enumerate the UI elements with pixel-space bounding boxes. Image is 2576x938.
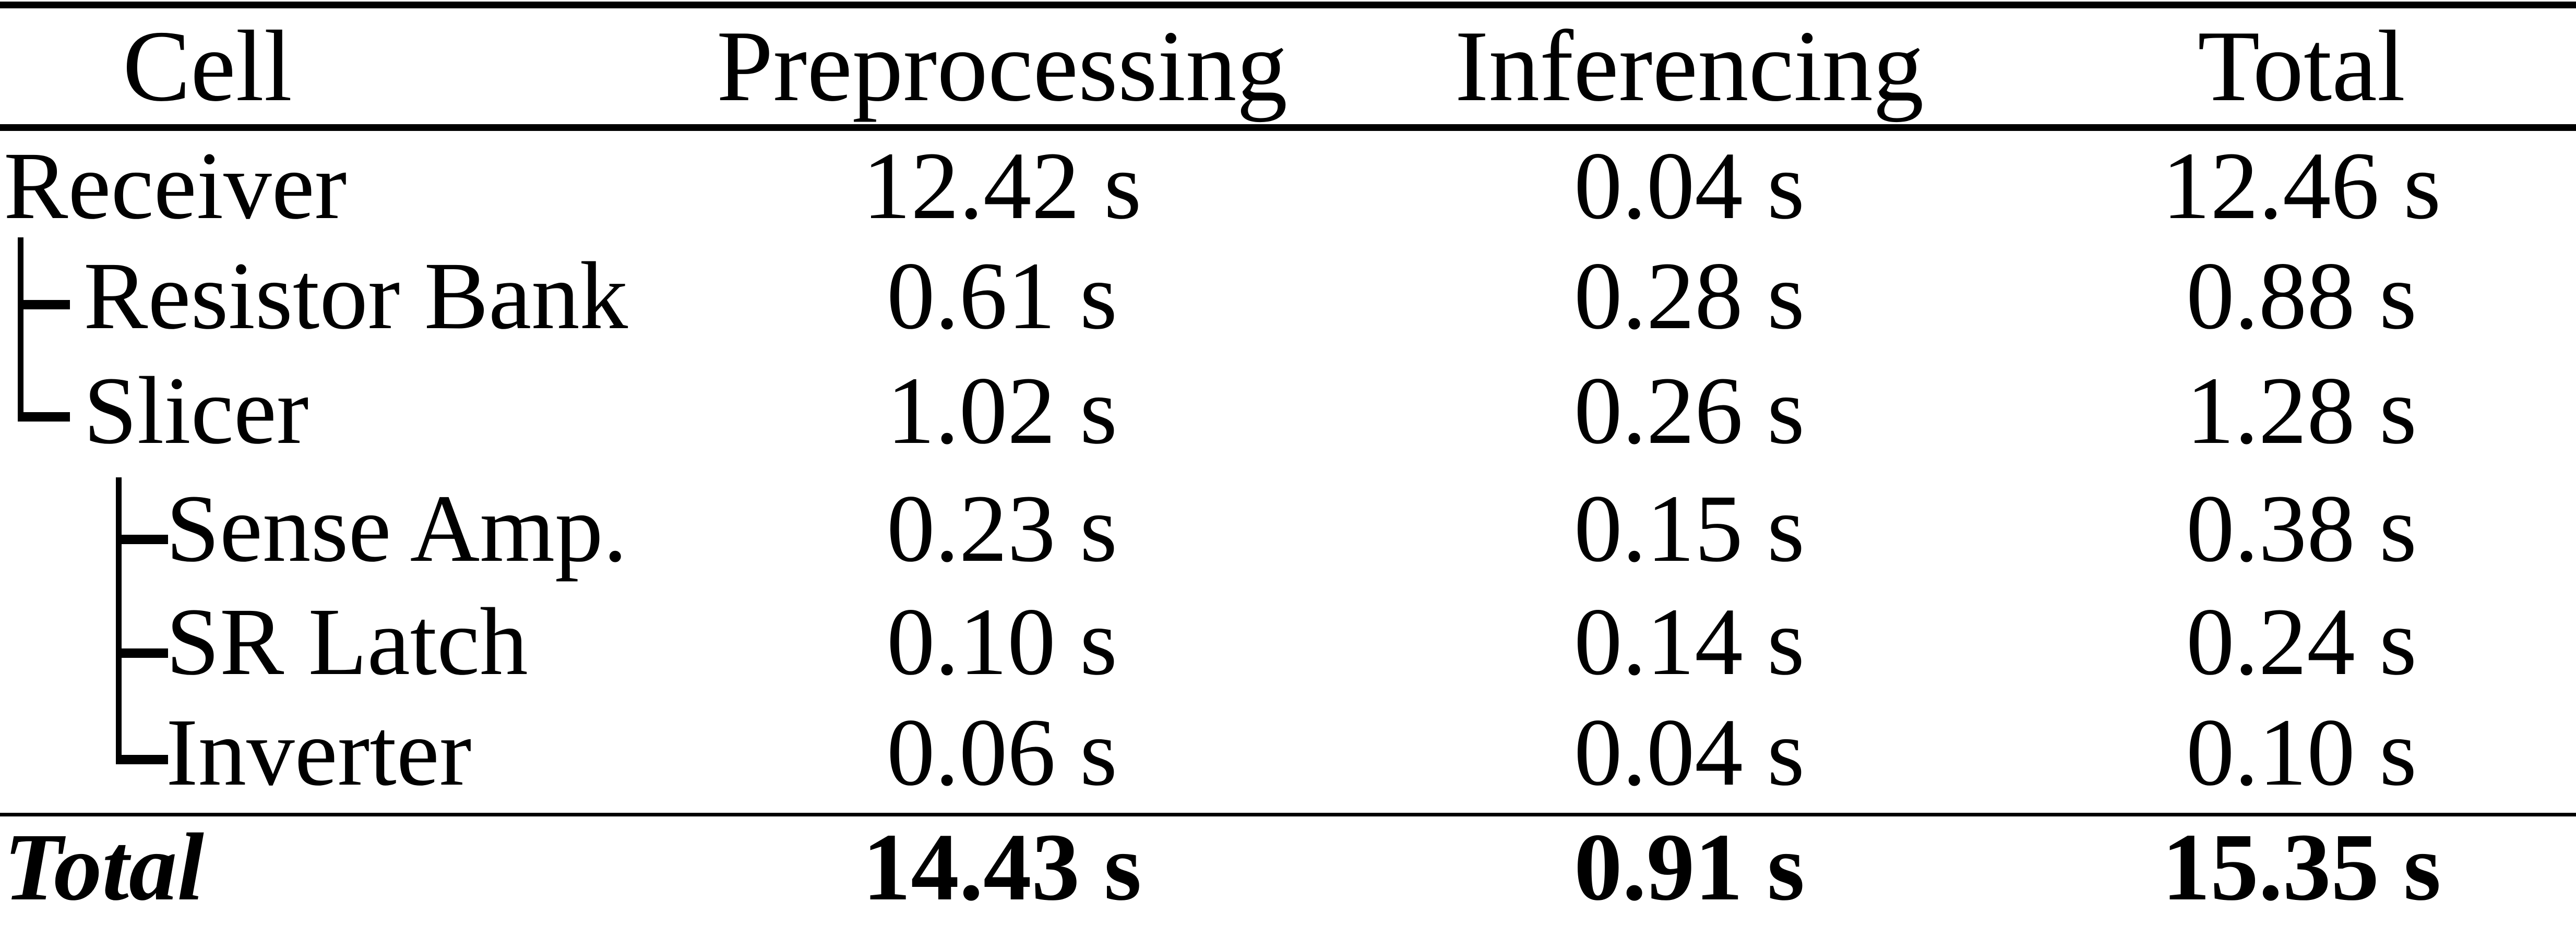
tree-corner-slicer-icon	[18, 412, 70, 422]
total-value: 0.88 s	[2186, 242, 2417, 350]
header-inferencing: Inferencing	[1454, 9, 1924, 123]
cell-name: Receiver	[4, 132, 347, 239]
total-value: 0.24 s	[2186, 588, 2417, 695]
preprocessing-value: 12.42 s	[862, 132, 1142, 239]
tree-tee-sr-latch-icon	[116, 648, 168, 658]
tree-vertical-level2-icon	[116, 477, 122, 764]
table-row-slicer: Slicer 1.02 s 0.26 s 1.28 s	[0, 351, 2576, 470]
table-row-sr-latch: SR Latch 0.10 s 0.14 s 0.24 s	[0, 587, 2576, 697]
cell-name: SR Latch	[166, 588, 528, 695]
tree-tee-sense-amp-icon	[116, 535, 168, 544]
inferencing-value: 0.26 s	[1574, 357, 1805, 464]
table-row-resistor-bank: Resistor Bank 0.61 s 0.28 s 0.88 s	[0, 240, 2576, 351]
preprocessing-value: 0.61 s	[887, 242, 1117, 350]
pre-footer-spacer	[0, 808, 2576, 813]
tree-corner-inverter-icon	[116, 755, 168, 764]
total-value: 1.28 s	[2186, 357, 2417, 464]
total-value: 0.10 s	[2186, 699, 2417, 806]
table-header-row: Cell Preprocessing Inferencing Total	[0, 8, 2576, 124]
table-row-sense-amp: Sense Amp. 0.23 s 0.15 s 0.38 s	[0, 470, 2576, 587]
footer-total-value: 15.35 s	[2162, 814, 2441, 921]
table-row-inverter: Inverter 0.06 s 0.04 s 0.10 s	[0, 697, 2576, 808]
table-footer-row: Total 14.43 s 0.91 s 15.35 s	[0, 816, 2576, 918]
preprocessing-value: 0.10 s	[887, 588, 1117, 695]
total-value: 12.46 s	[2162, 132, 2441, 239]
header-preprocessing: Preprocessing	[717, 9, 1287, 123]
preprocessing-value: 0.06 s	[887, 699, 1117, 806]
inferencing-value: 0.04 s	[1574, 132, 1805, 239]
cell-name: Slicer	[84, 357, 309, 464]
inferencing-value: 0.14 s	[1574, 588, 1805, 695]
table-header-rule	[0, 124, 2576, 131]
tree-tee-resistor-bank-icon	[18, 300, 70, 309]
cell-name: Resistor Bank	[84, 242, 628, 350]
inferencing-value: 0.28 s	[1574, 242, 1805, 350]
tree-vertical-level1-icon	[18, 237, 23, 422]
footer-preprocessing-value: 14.43 s	[862, 814, 1142, 921]
preprocessing-value: 0.23 s	[887, 475, 1117, 582]
inferencing-value: 0.04 s	[1574, 699, 1805, 806]
cell-name: Inverter	[166, 699, 472, 806]
header-cell: Cell	[123, 9, 292, 123]
table-footer-rule	[0, 813, 2576, 816]
table-row-receiver: Receiver 12.42 s 0.04 s 12.46 s	[0, 131, 2576, 240]
footer-label: Total	[4, 814, 204, 921]
preprocessing-value: 1.02 s	[887, 357, 1117, 464]
inferencing-value: 0.15 s	[1574, 475, 1805, 582]
cell-name: Sense Amp.	[166, 475, 627, 582]
table-top-rule	[0, 2, 2576, 8]
footer-inferencing-value: 0.91 s	[1574, 814, 1805, 921]
header-total: Total	[2198, 9, 2405, 123]
total-value: 0.38 s	[2186, 475, 2417, 582]
